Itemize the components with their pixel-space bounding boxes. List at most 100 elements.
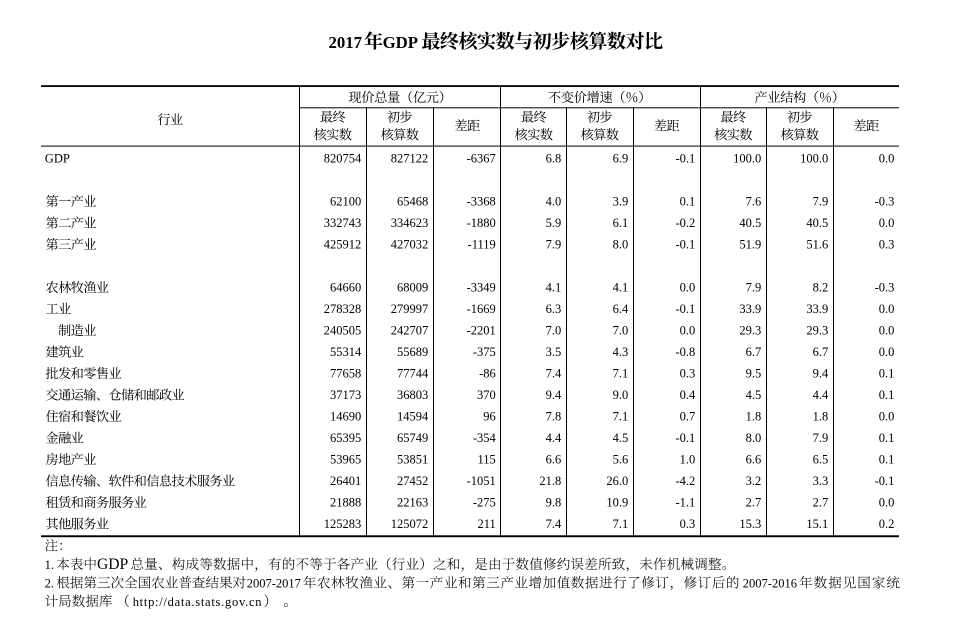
svg-text:-0.1: -0.1 xyxy=(676,302,696,316)
svg-text:-1051: -1051 xyxy=(467,474,496,488)
svg-text:6.8: 6.8 xyxy=(546,151,562,165)
svg-text:-4.2: -4.2 xyxy=(676,474,696,488)
svg-text:4.4: 4.4 xyxy=(813,388,829,402)
svg-text:-3349: -3349 xyxy=(467,280,496,294)
svg-text:53965: 53965 xyxy=(330,452,361,466)
svg-text:-1880: -1880 xyxy=(467,216,496,230)
svg-text:68009: 68009 xyxy=(397,280,428,294)
svg-text:-354: -354 xyxy=(473,431,497,445)
svg-text:51.6: 51.6 xyxy=(806,237,828,251)
svg-text:6.6: 6.6 xyxy=(746,452,762,466)
svg-text:21.8: 21.8 xyxy=(539,474,561,488)
svg-text:14690: 14690 xyxy=(330,409,361,423)
svg-text:4.0: 4.0 xyxy=(546,194,562,208)
svg-text:7.9: 7.9 xyxy=(813,431,829,445)
svg-text:9.8: 9.8 xyxy=(546,495,562,509)
svg-text:-0.1: -0.1 xyxy=(875,474,895,488)
svg-text:77658: 77658 xyxy=(330,366,361,380)
svg-text:-0.1: -0.1 xyxy=(676,237,696,251)
svg-text:6.6: 6.6 xyxy=(546,452,562,466)
svg-text:-375: -375 xyxy=(473,345,496,359)
svg-text:36803: 36803 xyxy=(397,388,428,402)
svg-text:2.7: 2.7 xyxy=(813,495,829,509)
svg-text:-86: -86 xyxy=(479,366,496,380)
svg-text:96: 96 xyxy=(483,409,496,423)
svg-text:62100: 62100 xyxy=(330,194,361,208)
svg-text:3.5: 3.5 xyxy=(546,345,562,359)
svg-text:5.6: 5.6 xyxy=(613,452,629,466)
svg-text:125072: 125072 xyxy=(391,517,429,531)
svg-text:240505: 240505 xyxy=(324,323,362,337)
svg-text:7.1: 7.1 xyxy=(613,517,629,531)
svg-text:9.5: 9.5 xyxy=(746,366,762,380)
svg-text:10.9: 10.9 xyxy=(606,495,628,509)
svg-text:9.4: 9.4 xyxy=(546,388,562,402)
svg-text:8.0: 8.0 xyxy=(746,431,762,445)
svg-text:334623: 334623 xyxy=(391,216,429,230)
svg-text:55689: 55689 xyxy=(397,345,428,359)
svg-text:7.9: 7.9 xyxy=(746,280,762,294)
svg-text:http://data.stats.gov.cn: http://data.stats.gov.cn xyxy=(133,595,263,609)
svg-text:6.1: 6.1 xyxy=(613,216,629,230)
svg-text:65468: 65468 xyxy=(397,194,428,208)
svg-text:14594: 14594 xyxy=(397,409,429,423)
svg-text:65749: 65749 xyxy=(397,431,428,445)
svg-text:-275: -275 xyxy=(473,495,496,509)
svg-text:27452: 27452 xyxy=(397,474,428,488)
svg-text:100.0: 100.0 xyxy=(733,151,761,165)
svg-text:6.4: 6.4 xyxy=(613,302,629,316)
svg-text:7.4: 7.4 xyxy=(546,366,562,380)
svg-text:1.0: 1.0 xyxy=(680,452,696,466)
svg-text:-0.1: -0.1 xyxy=(676,151,696,165)
svg-text:-6367: -6367 xyxy=(467,151,496,165)
svg-text:2.: 2. xyxy=(45,577,54,591)
svg-text:6.7: 6.7 xyxy=(813,345,829,359)
svg-text:1.: 1. xyxy=(45,558,54,572)
svg-text:55314: 55314 xyxy=(330,345,362,359)
svg-text:4.3: 4.3 xyxy=(613,345,629,359)
svg-text:0.4: 0.4 xyxy=(680,388,696,402)
svg-text:7.1: 7.1 xyxy=(613,366,629,380)
svg-text:211: 211 xyxy=(478,517,496,531)
svg-text:242707: 242707 xyxy=(391,323,429,337)
svg-text:2.7: 2.7 xyxy=(746,495,762,509)
svg-text:0.0: 0.0 xyxy=(879,345,895,359)
svg-text:9.0: 9.0 xyxy=(613,388,629,402)
svg-text:64660: 64660 xyxy=(330,280,361,294)
svg-text:2017: 2017 xyxy=(329,33,363,52)
svg-text:7.4: 7.4 xyxy=(546,517,562,531)
svg-text:0.1: 0.1 xyxy=(879,452,895,466)
svg-text:425912: 425912 xyxy=(324,237,362,251)
svg-text:-2201: -2201 xyxy=(467,323,496,337)
svg-text:-1669: -1669 xyxy=(467,302,496,316)
svg-text:8.2: 8.2 xyxy=(813,280,829,294)
svg-text:22163: 22163 xyxy=(397,495,428,509)
svg-text:100.0: 100.0 xyxy=(800,151,828,165)
svg-text:29.3: 29.3 xyxy=(739,323,761,337)
svg-text:77744: 77744 xyxy=(397,366,429,380)
svg-text:37173: 37173 xyxy=(330,388,361,402)
svg-text:2007-2017: 2007-2017 xyxy=(247,577,301,591)
svg-text:53851: 53851 xyxy=(397,452,428,466)
svg-text:279997: 279997 xyxy=(391,302,429,316)
svg-text:7.8: 7.8 xyxy=(546,409,562,423)
svg-text:5.9: 5.9 xyxy=(546,216,562,230)
svg-text:29.3: 29.3 xyxy=(806,323,828,337)
svg-text:33.9: 33.9 xyxy=(739,302,761,316)
svg-text:26401: 26401 xyxy=(330,474,361,488)
svg-text:-1119: -1119 xyxy=(468,237,496,251)
svg-text:0.1: 0.1 xyxy=(879,366,895,380)
svg-text:278328: 278328 xyxy=(324,302,362,316)
svg-text:33.9: 33.9 xyxy=(806,302,828,316)
svg-text:3.9: 3.9 xyxy=(613,194,629,208)
svg-text:7.0: 7.0 xyxy=(613,323,629,337)
svg-text:7.6: 7.6 xyxy=(746,194,762,208)
svg-text:7.1: 7.1 xyxy=(613,409,629,423)
svg-text:0.3: 0.3 xyxy=(680,366,696,380)
svg-text:7.9: 7.9 xyxy=(813,194,829,208)
svg-text:0.3: 0.3 xyxy=(879,237,895,251)
svg-text:827122: 827122 xyxy=(391,151,429,165)
svg-text:7.0: 7.0 xyxy=(546,323,562,337)
svg-text:-0.8: -0.8 xyxy=(676,345,696,359)
svg-text:125283: 125283 xyxy=(324,517,362,531)
